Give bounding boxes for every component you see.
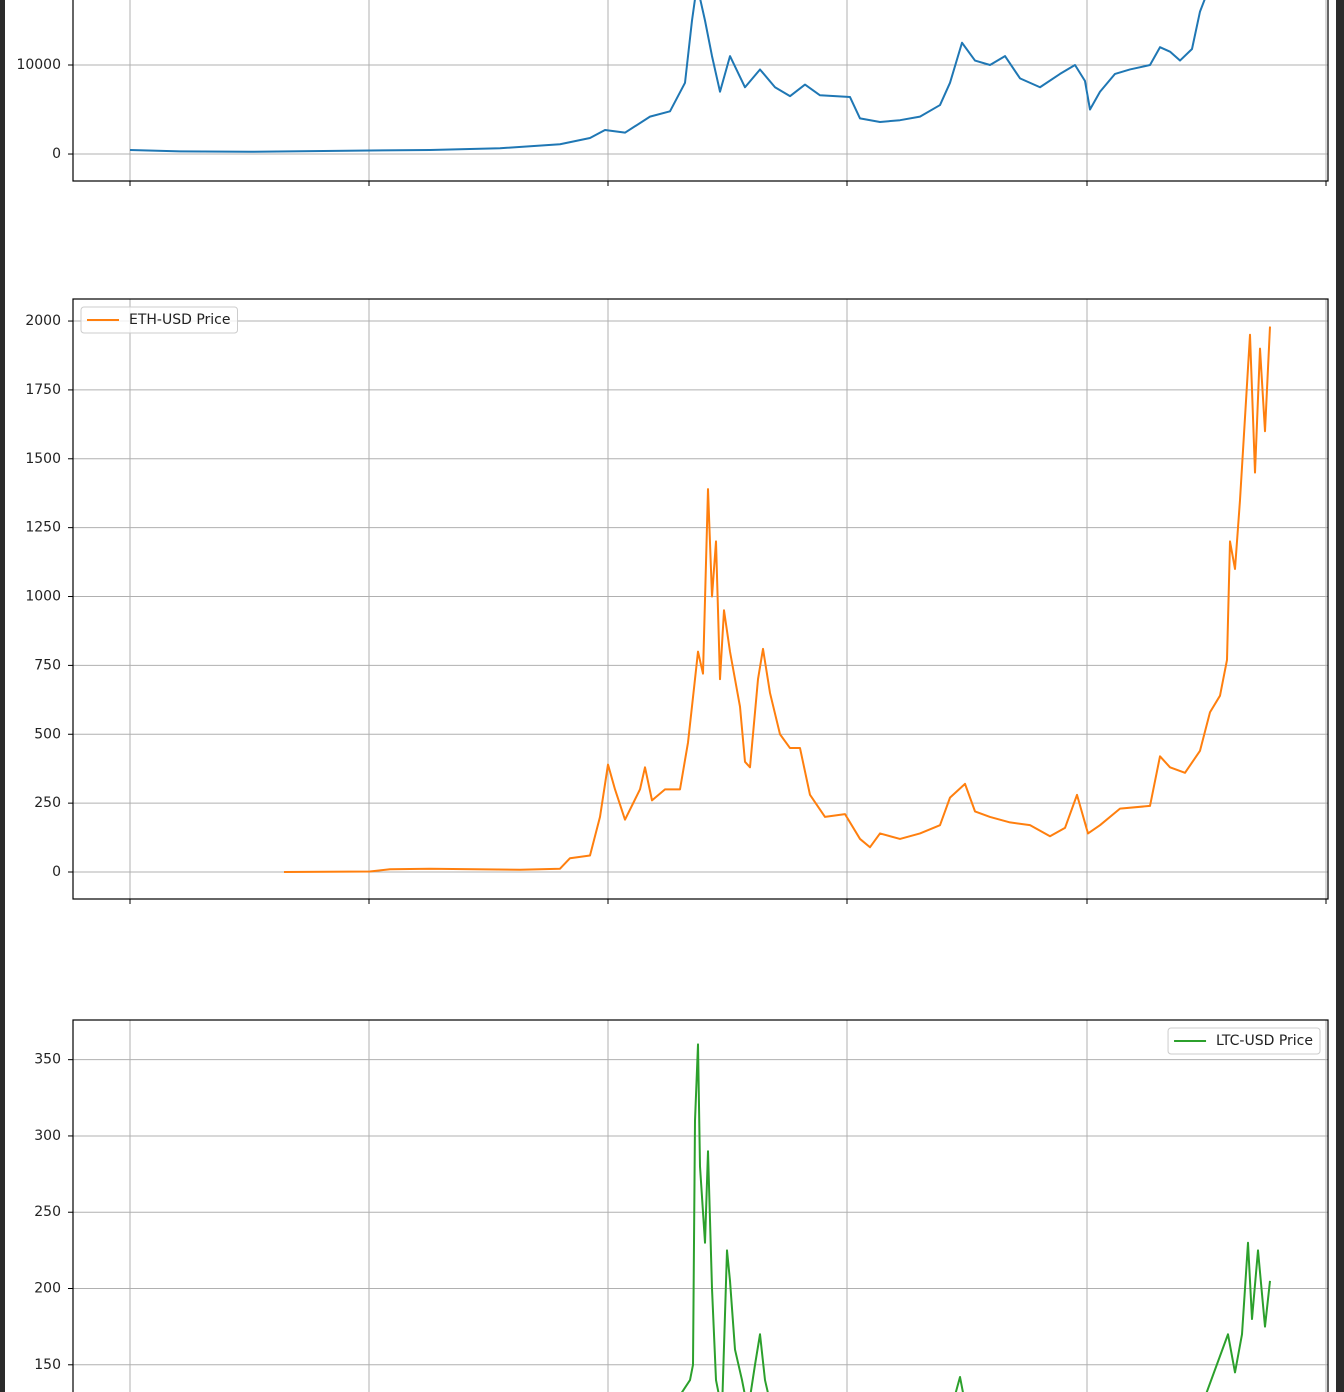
y-tick-label: 1000 [25,589,61,605]
data-line [283,326,1271,873]
y-tick-label: 0 [52,864,61,880]
axes-frame [72,298,1329,900]
y-tick-label: 250 [34,1204,61,1220]
y-tick-label: 1500 [25,451,61,467]
y-tick-label: 150 [34,1357,61,1373]
plot-area [283,326,1271,873]
data-line [680,1043,1271,1392]
y-tick-label: 2000 [25,313,61,329]
data-line [129,0,1206,153]
y-tick-label: 250 [34,795,61,811]
y-tick-label: 10000 [16,57,61,73]
legend-label: ETH-USD Price [129,312,231,328]
y-tick-label: 200 [34,1281,61,1297]
y-tick-label: 350 [34,1052,61,1068]
window-frame [0,0,5,1392]
y-tick-label: 750 [34,657,61,673]
y-tick-label: 300 [34,1128,61,1144]
y-tick-label: 1250 [25,520,61,536]
legend-box [1167,1027,1321,1055]
legend: LTC-USD Price [1167,1027,1321,1055]
axes-frame [72,1019,1329,1392]
axes-frame [72,0,1329,182]
legend-box [80,306,238,334]
plot-area [680,1043,1271,1392]
plot-area [129,0,1206,153]
legend-label: LTC-USD Price [1216,1033,1313,1049]
legend: ETH-USD Price [80,306,238,334]
y-tick-label: 0 [52,146,61,162]
y-tick-label: 500 [34,726,61,742]
y-tick-label: 1750 [25,382,61,398]
window-frame [1336,0,1344,1392]
